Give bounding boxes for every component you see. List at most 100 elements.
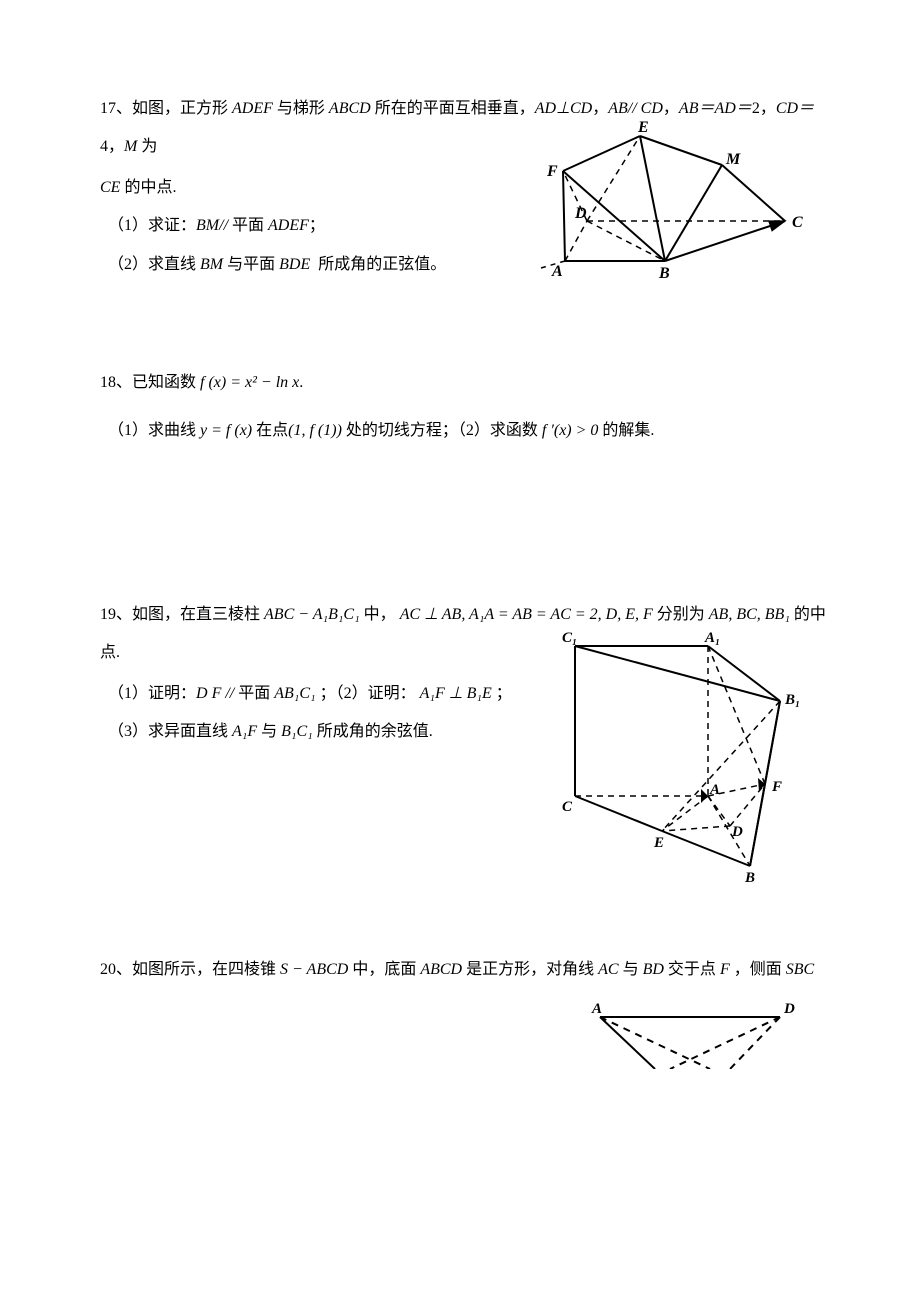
q19-c2: AB, BC, BB₁ [709, 606, 790, 623]
q20-intro: 20、如图所示，在四棱锥 S − ABCD 中，底面 ABCD 是正方形，对角线… [100, 951, 830, 989]
q17-ce: CE [100, 179, 120, 196]
s4: ， [108, 138, 124, 155]
q20-num: 20、 [100, 961, 132, 978]
q18-p1e: 处的切线方程；（2）求函数 [342, 422, 542, 439]
q19-t2: 中， [360, 606, 400, 623]
fig19-B1: B₁ [784, 692, 800, 708]
q17-p2b: BM [200, 256, 223, 273]
q20-f: F [720, 961, 730, 978]
q19-p2e: 所成角的余弦值. [313, 723, 433, 740]
q20-t5: 交于点 [664, 961, 720, 978]
q17-c5a: M [124, 138, 137, 155]
q20-sbc: SBC [786, 961, 814, 978]
q18-parts: （1）求曲线 y = f (x) 在点(1, f (1)) 处的切线方程；（2）… [108, 412, 838, 450]
problem-19-body: 19、如图，在直三棱柱 ABC − A₁B₁C₁ 中， AC ⊥ AB, A₁A… [100, 596, 830, 752]
q17-p2d: BDE [279, 256, 310, 273]
fig17-A: A [551, 263, 563, 280]
fig19-A1: A₁ [704, 630, 720, 646]
q17-adef: ADEF [232, 100, 273, 117]
q17-c2: AB// CD [608, 100, 663, 117]
s1: ， [592, 100, 608, 117]
figure-19-svg: C₁ A₁ B₁ C A F E D B [550, 626, 810, 886]
q17-l2b: 的中点. [120, 179, 176, 196]
q19-p1c: 平面 [234, 685, 274, 702]
fig19-F: F [771, 779, 782, 795]
problem-17: 17、如图，正方形 ADEF 与梯形 ABCD 所在的平面互相垂直，AD⊥CD，… [100, 90, 830, 284]
q18-fx: f (x) = x² − ln x [200, 374, 299, 391]
q17-p1b: BM// [196, 217, 228, 234]
q17-t2: 与梯形 [273, 100, 329, 117]
q20-bd: BD [643, 961, 664, 978]
q19-p2d: B₁C₁ [281, 723, 313, 740]
q20-t3: 是正方形，对角线 [462, 961, 598, 978]
q17-p1d: ADEF [268, 217, 309, 234]
q17-p1a: （1）求证： [108, 217, 196, 234]
q20-ac: AC [598, 961, 618, 978]
q17-line2: CE 的中点. [100, 169, 500, 207]
q19-p1b: D F // [196, 685, 234, 702]
q17-part1: （1）求证：BM// 平面 ADEF； [108, 207, 508, 245]
q18-p1c: 在点 [252, 422, 288, 439]
q20-pyr: S − ABCD [280, 961, 348, 978]
fig17-B: B [658, 265, 670, 281]
q19-prism: ABC − A₁B₁C₁ [264, 606, 360, 623]
problem-20-body: 20、如图所示，在四棱锥 S − ABCD 中，底面 ABCD 是正方形，对角线… [100, 951, 830, 989]
q17-c1: AD⊥CD [535, 100, 593, 117]
fig17-C: C [792, 214, 803, 231]
q17-c3b: 2 [752, 100, 760, 117]
q20-abcd: ABCD [420, 961, 462, 978]
q17-p2c: 与平面 [223, 256, 279, 273]
fig19-D: D [731, 824, 743, 840]
q17-p2e: 所成角的正弦值。 [318, 256, 446, 273]
q19-p2a: （3）求异面直线 [108, 723, 232, 740]
problem-17-body: 17、如图，正方形 ADEF 与梯形 ABCD 所在的平面互相垂直，AD⊥CD，… [100, 90, 830, 284]
q19-t1: 如图，在直三棱柱 [132, 606, 264, 623]
q19-p1g: ； [492, 685, 512, 702]
q19-p1f: A₁F ⊥ B₁E [420, 685, 492, 702]
q18-intro: 18、已知函数 f (x) = x² − ln x. [100, 364, 830, 402]
s3: ， [760, 100, 776, 117]
fig17-M: M [725, 151, 741, 168]
problem-18: 18、已知函数 f (x) = x² − ln x. （1）求曲线 y = f … [100, 364, 830, 451]
problem-19: 19、如图，在直三棱柱 ABC − A₁B₁C₁ 中， AC ⊥ AB, A₁A… [100, 596, 830, 752]
q18-p1f: f ′(x) > 0 [542, 422, 599, 439]
q18-dot: . [299, 374, 303, 391]
fig17-E: E [637, 119, 649, 136]
q17-abcd: ABCD [329, 100, 371, 117]
q19-part3: （3）求异面直线 A₁F 与 B₁C₁ 所成角的余弦值. [108, 713, 538, 751]
q20-t4: 与 [619, 961, 643, 978]
fig19-A: A [709, 782, 720, 798]
q17-p1c: 平面 [228, 217, 268, 234]
q19-part12: （1）证明：D F // 平面 AB₁C₁ ；（2）证明： A₁F ⊥ B₁E … [108, 675, 538, 713]
fig17-D: D [574, 205, 587, 222]
fig19-B: B [744, 870, 755, 886]
q19-p1d: AB₁C₁ [274, 685, 315, 702]
fig19-C: C [562, 799, 573, 815]
q18-t1: 已知函数 [132, 374, 200, 391]
figure-17-svg: E F M D C A B [525, 116, 820, 281]
q17-part2: （2）求直线 BM 与平面 BDE 所成角的正弦值。 [108, 246, 508, 284]
q19-p2b: A₁F [232, 723, 257, 740]
q17-t3: 所在的平面互相垂直， [371, 100, 535, 117]
q17-c4a: CD＝ [776, 100, 814, 117]
q19-t3: 分别为 [653, 606, 709, 623]
fig20-A: A [591, 1001, 602, 1017]
q18-p1g: 的解集. [598, 422, 654, 439]
q19-num: 19、 [100, 606, 132, 623]
q19-c1: AC ⊥ AB, A₁A = AB = AC = 2, D, E, F [400, 606, 653, 623]
q19-p1e: ；（2）证明： [316, 685, 420, 702]
fig19-E: E [653, 835, 664, 851]
q17-number: 17、 [100, 100, 132, 117]
figure-19: C₁ A₁ B₁ C A F E D B [550, 626, 810, 901]
figure-17: E F M D C A B [525, 116, 820, 296]
q18-num: 18、 [100, 374, 132, 391]
q17-p1e: ； [309, 217, 325, 234]
fig19-C1: C₁ [562, 630, 577, 646]
q20-t2: 中，底面 [348, 961, 420, 978]
problem-20: 20、如图所示，在四棱锥 S − ABCD 中，底面 ABCD 是正方形，对角线… [100, 951, 830, 989]
fig20-D: D [783, 1001, 795, 1017]
q18-p1a: （1）求曲线 [108, 422, 200, 439]
q18-p1d: (1, f (1)) [288, 422, 342, 439]
q17-text: 如图，正方形 [132, 100, 232, 117]
q17-p2a: （2）求直线 [108, 256, 200, 273]
